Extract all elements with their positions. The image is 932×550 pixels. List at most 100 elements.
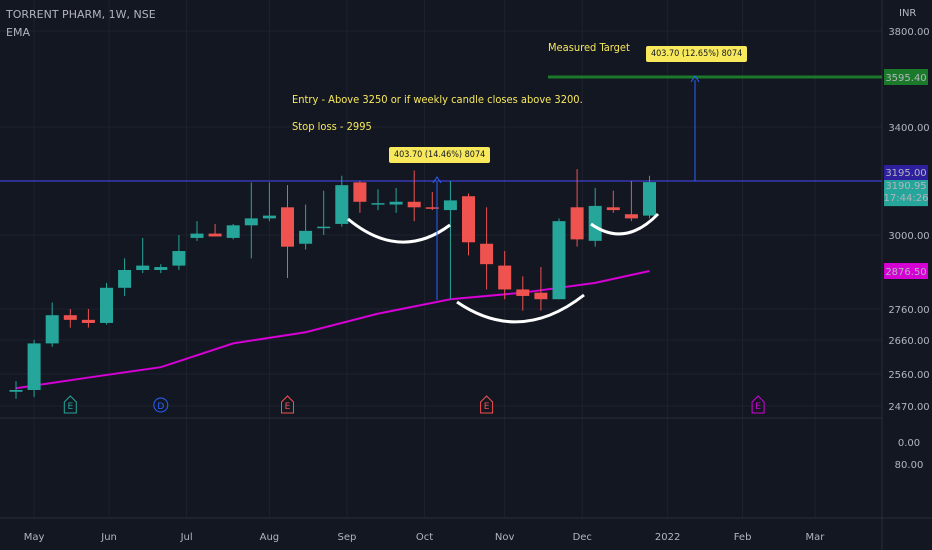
handle-arc-1	[347, 217, 451, 244]
candle-body	[136, 265, 150, 270]
candle-body	[81, 319, 95, 323]
dividend-marker-shape	[153, 397, 169, 413]
earnings-marker-shape	[751, 395, 765, 414]
cup-arc	[456, 293, 585, 324]
volume-tick-label: 0.00	[898, 438, 920, 449]
candle-body	[154, 267, 168, 270]
candle-body	[244, 218, 258, 226]
event-marker-letter: D	[157, 402, 164, 412]
candle-body	[317, 226, 331, 229]
time-tick-label: Oct	[416, 532, 433, 543]
candle	[462, 193, 475, 256]
candle	[208, 223, 222, 237]
measure-box-1: 403.70 (14.46%) 8074	[389, 147, 491, 163]
candle	[100, 282, 113, 325]
entry-annotation: Entry - Above 3250 or if weekly candle c…	[292, 93, 583, 106]
candle-body	[118, 269, 132, 288]
candle	[136, 237, 150, 274]
candle	[118, 258, 132, 296]
target-price-label: 3595.40	[885, 73, 926, 84]
candle-body	[371, 203, 385, 205]
time-tick-label: Jun	[100, 532, 117, 543]
price-tick-label: 2660.00	[888, 336, 929, 347]
stop-loss-annotation: Stop loss - 2995	[292, 120, 372, 133]
candle-body	[480, 243, 494, 265]
candle-body	[27, 343, 41, 390]
measure-arrowhead-2	[690, 75, 700, 83]
time-tick-label: Aug	[260, 532, 280, 543]
candle-body	[63, 315, 77, 320]
candle	[45, 302, 59, 347]
event-marker: E	[281, 395, 294, 414]
candle-body	[208, 233, 222, 237]
candle	[407, 170, 421, 222]
time-tick-label: Mar	[806, 532, 826, 543]
candle	[389, 187, 403, 213]
candle-body	[498, 265, 512, 290]
candle-body	[281, 207, 294, 247]
candle-body	[226, 225, 240, 238]
target-price-tag	[884, 69, 928, 85]
event-marker-letter: E	[67, 402, 73, 412]
time-axis: May Jun Jul Aug Sep Oct Nov Dec 2022 Feb Mar	[24, 532, 826, 543]
candle-body	[443, 200, 457, 211]
time-tick-label: Feb	[734, 532, 752, 543]
candle	[516, 276, 530, 311]
candle-body	[389, 201, 403, 205]
volume-tick-label: 80.00	[895, 460, 924, 471]
candle-body	[335, 185, 349, 224]
candle	[244, 182, 258, 259]
candle	[570, 169, 584, 247]
candle	[643, 175, 656, 219]
earnings-marker-shape	[281, 395, 294, 414]
candle	[371, 189, 385, 211]
horizontal-levels	[0, 75, 882, 182]
time-tick-label: Dec	[573, 532, 592, 543]
candle	[63, 309, 77, 328]
last-price-label: 3190.95	[885, 181, 926, 192]
candle	[353, 181, 367, 213]
candle	[534, 267, 548, 311]
candle	[172, 235, 186, 270]
candle	[552, 218, 566, 300]
event-marker-letter: E	[755, 402, 761, 412]
countdown-label: 17:44:26	[884, 193, 929, 204]
cup-handle-arcs	[347, 212, 660, 324]
candle	[606, 190, 620, 213]
ema-price-tag	[884, 263, 928, 279]
indicator-label[interactable]: EMA	[6, 26, 30, 39]
earnings-marker-shape	[63, 395, 77, 414]
grid	[0, 0, 882, 518]
candle	[81, 309, 95, 328]
candle-body	[172, 251, 186, 266]
candle	[262, 182, 276, 222]
candle-body	[299, 230, 313, 244]
candle	[154, 264, 168, 274]
time-tick-label: Sep	[338, 532, 357, 543]
resistance-price-label: 3195.00	[885, 168, 926, 179]
candle-body	[100, 287, 113, 323]
measure-box-2: 403.70 (12.65%) 8074	[646, 46, 748, 62]
candle-body	[516, 289, 530, 296]
candle-body	[9, 390, 23, 392]
candle-body	[353, 182, 367, 202]
event-marker: E	[63, 395, 77, 414]
event-marker: E	[480, 395, 494, 414]
time-tick-label: May	[24, 532, 45, 543]
event-marker-letter: E	[285, 402, 291, 412]
time-tick-label: Nov	[495, 532, 515, 543]
symbol-title: TORRENT PHARM, 1W, NSE	[6, 8, 156, 21]
candle-body	[606, 207, 620, 211]
event-marker: E	[751, 395, 765, 414]
price-tick-label: 2560.00	[888, 370, 929, 381]
handle-arc-2	[590, 212, 660, 236]
candle-body	[45, 315, 59, 344]
candle-body	[624, 214, 638, 219]
candle	[27, 340, 41, 398]
last-price-tag	[884, 178, 928, 207]
resistance-price-tag	[884, 165, 928, 180]
candle	[480, 207, 494, 290]
candle-body	[407, 201, 421, 208]
